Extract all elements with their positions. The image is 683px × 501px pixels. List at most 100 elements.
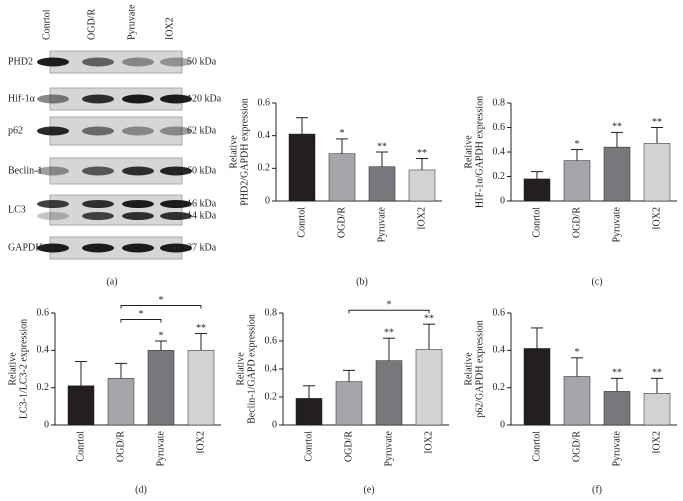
blot-band xyxy=(122,57,154,67)
y-tick-label: 0.2 xyxy=(37,382,50,393)
row-label: Hif-1α xyxy=(8,93,36,104)
kda-label: 60 kDa xyxy=(187,165,217,176)
kda-label: 62 kDa xyxy=(187,125,217,136)
x-tick-label: Pyruvate xyxy=(611,206,622,242)
bar xyxy=(563,160,591,202)
blot-band xyxy=(37,126,69,136)
bar xyxy=(643,393,671,426)
bar xyxy=(67,385,95,426)
blot-band xyxy=(37,212,69,220)
x-tick-label: IOX2 xyxy=(651,431,662,454)
blot-band xyxy=(82,212,114,220)
lane-label: Conrtol xyxy=(41,9,52,40)
significance-label: ** xyxy=(196,323,206,334)
y-axis-label: Relative xyxy=(235,352,246,386)
blot-band xyxy=(37,94,69,104)
x-tick-label: Conrtol xyxy=(303,431,314,462)
panel-label: (b) xyxy=(356,276,368,287)
blot-band xyxy=(82,243,114,253)
blot-strip xyxy=(49,194,183,226)
comparison-bracket xyxy=(120,305,202,309)
row-label: Beclin-1 xyxy=(8,165,42,176)
bar xyxy=(643,143,671,202)
panel-label: (f) xyxy=(592,484,602,495)
y-tick-label: 0.4 xyxy=(493,345,506,356)
bar xyxy=(523,348,551,426)
y-axis-label: Relative xyxy=(463,135,474,169)
blot-band xyxy=(82,126,114,136)
blot-band xyxy=(37,57,69,67)
comparison-bracket xyxy=(120,319,162,323)
y-tick-label: 0.4 xyxy=(265,363,278,374)
y-axis-label: Beclin-1/GAPD expression xyxy=(246,314,257,424)
chart: 0 0.2 0.4 0.6 Relative p62/GAPDH expression Co… xyxy=(463,307,677,495)
blot-band xyxy=(122,243,154,253)
blot-band xyxy=(37,243,69,253)
bar xyxy=(563,376,591,426)
kda-label: 50 kDa xyxy=(187,56,217,67)
y-axis-label: Relative xyxy=(228,135,239,169)
blot-band xyxy=(160,57,192,67)
blot-band xyxy=(122,94,154,104)
y-axis-label: Relative xyxy=(7,352,18,386)
kda-label: 37 kDa xyxy=(187,242,217,253)
significance-label: ** xyxy=(612,368,622,379)
y-tick-label: 0 xyxy=(265,195,270,206)
x-tick-label: IOX2 xyxy=(423,431,434,454)
significance-label: * xyxy=(159,330,164,341)
bar xyxy=(295,398,323,426)
blot-band xyxy=(160,243,192,253)
kda-label: 14 kDa xyxy=(187,210,217,221)
significance-label: ** xyxy=(384,327,394,338)
significance-label: ** xyxy=(417,148,427,159)
x-tick-label: OGD/R xyxy=(343,431,354,462)
blot-band xyxy=(82,166,114,176)
chart: 0 0.2 0.4 0.6 Relative PHD2/GAPDH expression C… xyxy=(228,97,442,287)
bar xyxy=(523,178,551,202)
bar xyxy=(107,378,135,426)
y-tick-label: 0.6 xyxy=(37,307,50,318)
blot-band xyxy=(122,166,154,176)
x-tick-label: Pyruvate xyxy=(383,430,394,466)
y-tick-label: 0.4 xyxy=(493,146,506,157)
blot-band xyxy=(160,212,192,220)
lane-label: OGD/R xyxy=(86,9,97,40)
panel-label: (e) xyxy=(363,484,374,495)
blot-band xyxy=(82,200,114,208)
row-label: PHD2 xyxy=(8,56,33,67)
lane-label: IOX2 xyxy=(164,17,175,40)
x-tick-label: Conrtol xyxy=(296,207,307,238)
x-tick-label: Pyruvate xyxy=(611,430,622,466)
x-tick-label: Conrtol xyxy=(75,431,86,462)
x-tick-label: Conrtol xyxy=(531,431,542,462)
y-tick-label: 0.6 xyxy=(493,122,506,133)
bar xyxy=(335,381,363,426)
y-tick-label: 0.2 xyxy=(258,163,271,174)
significance-label: * xyxy=(575,139,580,150)
row-label: p62 xyxy=(8,125,23,136)
row-label: GAPDH xyxy=(8,242,42,253)
bar xyxy=(187,350,215,426)
chart: 0 0.2 0.4 0.6 0.8 Relative Beclin-1/GAPD expre… xyxy=(235,299,449,495)
x-tick-label: OGD/R xyxy=(571,431,582,462)
bar xyxy=(408,169,436,202)
blot-band xyxy=(160,126,192,136)
y-tick-label: 0.4 xyxy=(258,130,271,141)
y-tick-label: 0.6 xyxy=(258,97,271,108)
comparison-label: * xyxy=(159,295,164,306)
significance-label: ** xyxy=(377,141,387,152)
x-tick-label: OGD/R xyxy=(336,207,347,238)
y-tick-label: 0.6 xyxy=(265,335,278,346)
x-tick-label: IOX2 xyxy=(195,431,206,454)
significance-label: * xyxy=(340,128,345,139)
y-tick-label: 0.8 xyxy=(265,307,278,318)
panel-label: (c) xyxy=(591,276,602,287)
bar xyxy=(288,133,316,202)
blot-band xyxy=(160,166,192,176)
row-label: LC3 xyxy=(8,204,26,215)
blot-band xyxy=(82,57,114,67)
y-tick-label: 0.8 xyxy=(493,97,506,108)
bar xyxy=(603,146,631,202)
blot-band xyxy=(82,94,114,104)
